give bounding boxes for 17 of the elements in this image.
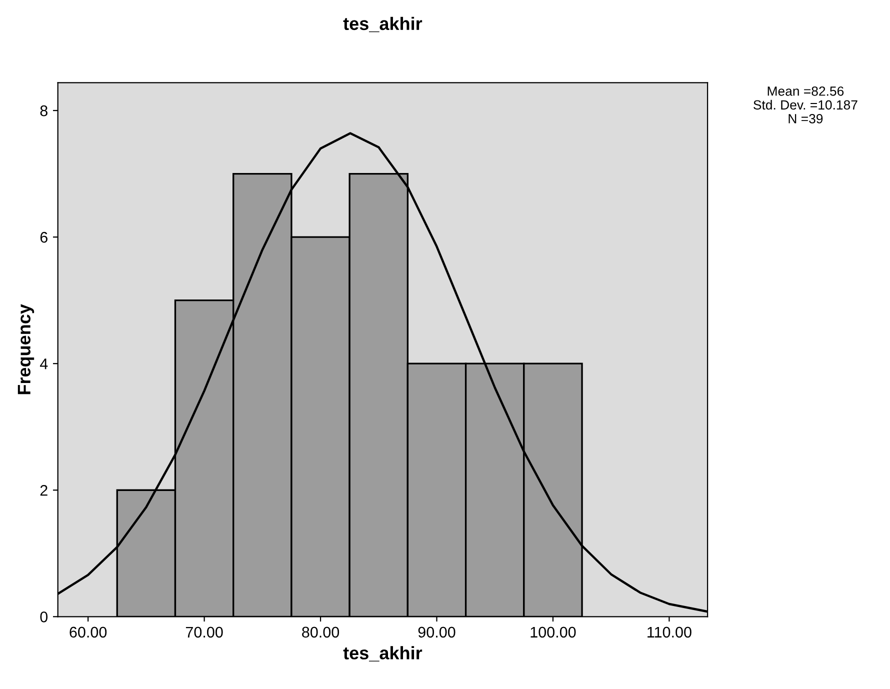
x-tick-label: 110.00 xyxy=(648,626,692,638)
x-tick-label: 90.00 xyxy=(418,626,456,638)
y-tick-label: 2 xyxy=(40,484,48,496)
x-tick-label: 80.00 xyxy=(302,626,340,638)
x-axis-title: tes_akhir xyxy=(343,646,422,662)
chart-title: tes_akhir xyxy=(343,16,422,32)
text: Mean =82.56 xyxy=(768,86,844,96)
x-tick-label: 60.00 xyxy=(70,626,107,638)
y-tick-label: 8 xyxy=(40,105,48,116)
y-axis-title: Frequency xyxy=(18,304,34,394)
text: N =39 xyxy=(788,114,823,124)
text: Std. Dev. =10.187 xyxy=(754,100,858,110)
x-tick-label: 100.00 xyxy=(530,626,576,638)
y-tick-label: 4 xyxy=(40,358,48,370)
y-tick-label: 6 xyxy=(40,232,48,243)
x-tick-label: 70.00 xyxy=(186,626,223,638)
y-tick-label: 0 xyxy=(40,612,48,622)
